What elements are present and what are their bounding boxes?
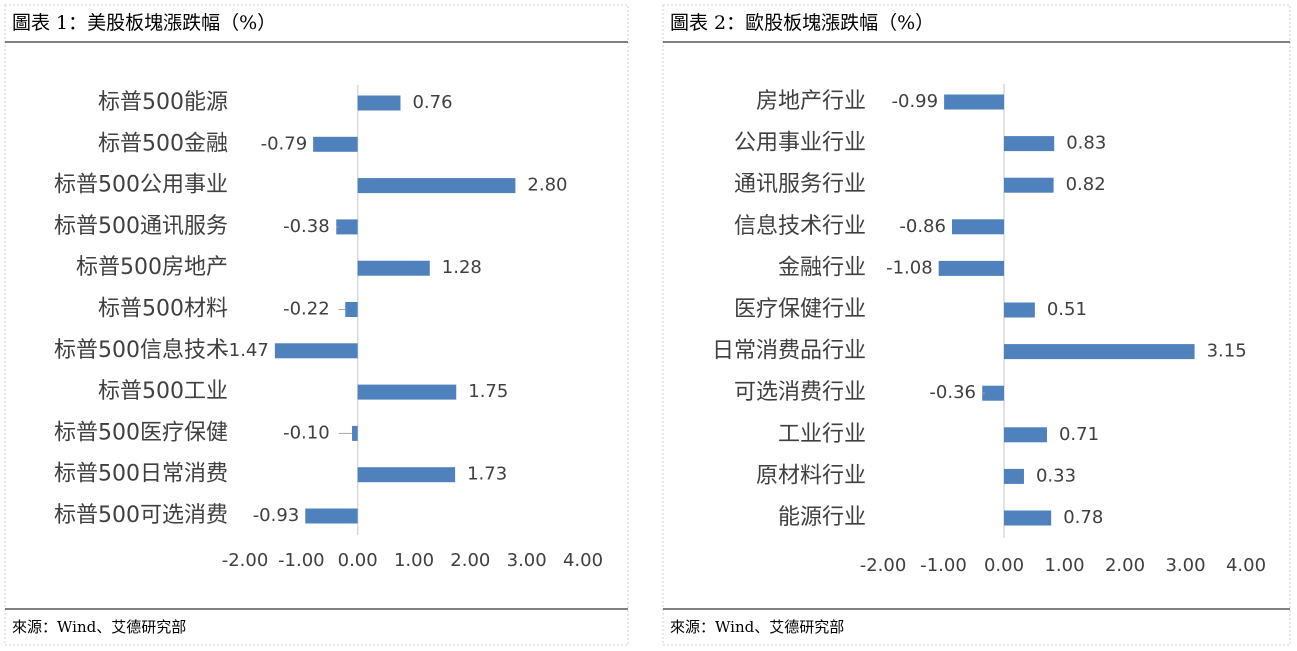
value-label: -0.86 [899, 216, 946, 237]
chart-title: 圖表 1：美股板塊漲跌幅（%） [12, 12, 276, 34]
value-label: -0.93 [253, 505, 300, 526]
category-label: 可选消费行业 [734, 380, 866, 405]
category-label: 标普500金融 [98, 131, 228, 156]
source-note: 來源：Wind、艾德研究部 [670, 618, 844, 636]
bar [357, 95, 401, 111]
value-label: -0.22 [283, 299, 330, 320]
category-label: 标普500房地产 [76, 255, 228, 280]
category-label: 标普500可选消费 [54, 503, 228, 528]
bar [345, 302, 358, 317]
category-label: 信息技术行业 [734, 214, 866, 239]
category-label: 标普500能源 [98, 90, 228, 115]
x-tick-label: -1.00 [920, 555, 967, 576]
bar [357, 467, 456, 483]
bar [938, 260, 1004, 276]
bar [274, 343, 358, 359]
category-label: 日常消费品行业 [712, 339, 866, 364]
value-label: 2.80 [527, 175, 567, 196]
value-label: -0.79 [261, 133, 308, 154]
bar [352, 425, 358, 441]
bar [944, 94, 1004, 110]
value-label: 3.15 [1207, 341, 1247, 362]
x-tick-label: 2.00 [1105, 555, 1145, 576]
value-label: 0.71 [1059, 424, 1099, 445]
bar [357, 178, 516, 194]
value-label: 0.76 [412, 92, 452, 113]
x-tick-label: 3.00 [1165, 555, 1205, 576]
value-label: 1.75 [468, 381, 508, 402]
category-label: 公用事业行业 [734, 131, 866, 156]
x-tick-label: 2.00 [450, 550, 490, 571]
value-label: -1.08 [886, 257, 933, 278]
value-label: 0.51 [1047, 299, 1087, 320]
category-label: 能源行业 [778, 505, 866, 530]
panel-border [4, 4, 629, 646]
source-note: 來源：Wind、艾德研究部 [12, 618, 186, 636]
bar [1004, 510, 1052, 526]
category-label: 标普500日常消费 [54, 462, 228, 487]
category-label: 原材料行业 [756, 463, 866, 488]
category-label: 标普500材料 [98, 297, 228, 322]
category-label: 通讯服务行业 [734, 172, 866, 197]
x-tick-label: 3.00 [507, 550, 547, 571]
bar [982, 385, 1004, 401]
category-label: 房地产行业 [756, 89, 866, 114]
value-label: -0.99 [892, 91, 939, 112]
value-label: 0.82 [1066, 174, 1106, 195]
value-label: -0.36 [929, 382, 976, 403]
value-label: 1.28 [442, 257, 482, 278]
category-label: 标普500公用事业 [54, 173, 228, 198]
bar [357, 260, 430, 276]
x-tick-label: 1.00 [1044, 555, 1084, 576]
category-label: 工业行业 [778, 422, 866, 447]
value-label: 0.83 [1066, 133, 1106, 154]
bar [1004, 427, 1047, 443]
x-tick-label: -2.00 [860, 555, 907, 576]
bar [1004, 344, 1195, 360]
bar [1004, 468, 1024, 484]
x-tick-label: -2.00 [222, 550, 269, 571]
bar [1004, 177, 1054, 193]
category-label: 医疗保健行业 [734, 297, 866, 322]
bar [336, 219, 358, 235]
value-label: 0.78 [1063, 507, 1103, 528]
chart-title: 圖表 2：歐股板塊漲跌幅（%） [670, 12, 934, 34]
category-label: 标普500医疗保健 [54, 420, 228, 445]
value-label: 0.33 [1036, 465, 1076, 486]
value-label: -0.10 [283, 422, 330, 443]
x-tick-label: 0.00 [338, 550, 378, 571]
x-tick-label: 0.00 [984, 555, 1024, 576]
x-tick-label: 1.00 [394, 550, 434, 571]
value-label: -0.38 [283, 216, 330, 237]
category-label: 标普500工业 [98, 379, 228, 404]
bar [305, 508, 358, 524]
category-label: 金融行业 [778, 255, 866, 280]
bar [951, 219, 1004, 235]
x-tick-label: 4.00 [563, 550, 603, 571]
value-label: 1.73 [467, 464, 507, 485]
bar [1004, 136, 1055, 152]
category-label: 标普500信息技术 [54, 338, 228, 363]
bar [357, 384, 457, 400]
x-tick-label: 4.00 [1226, 555, 1266, 576]
x-tick-label: -1.00 [278, 550, 325, 571]
bar [313, 136, 358, 152]
panel-border [662, 4, 1291, 646]
bar [1004, 302, 1035, 318]
category-label: 标普500通讯服务 [54, 214, 228, 239]
value-label: -1.47 [222, 340, 269, 361]
